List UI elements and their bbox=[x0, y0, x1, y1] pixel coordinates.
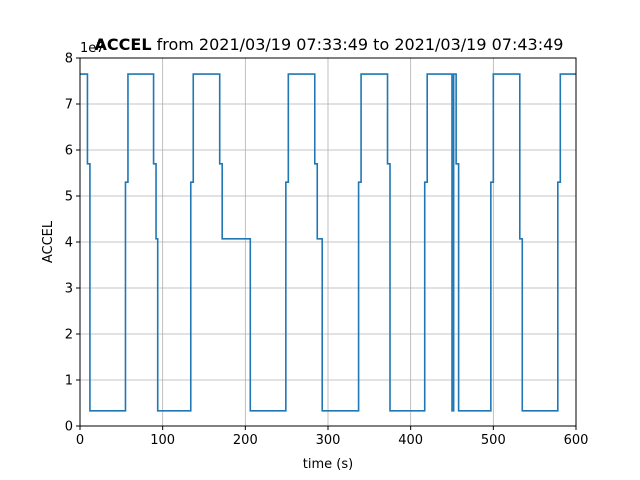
y-tick-label: 4 bbox=[65, 236, 73, 251]
y-ticks: 0 1 2 3 4 5 6 7 8 bbox=[65, 52, 80, 435]
series-line-accel bbox=[80, 73, 576, 412]
y-axis-label: ACCEL bbox=[41, 220, 56, 263]
grid-lines bbox=[79, 57, 577, 427]
y-tick-label: 2 bbox=[65, 328, 73, 343]
y-tick-label: 1 bbox=[65, 374, 73, 389]
x-tick-label: 200 bbox=[233, 433, 258, 448]
y-offset-text: 1e7 bbox=[80, 41, 105, 56]
x-tick-label: 300 bbox=[316, 433, 341, 448]
series-group bbox=[80, 73, 576, 412]
y-tick-label: 8 bbox=[65, 52, 73, 67]
x-axis-label: time (s) bbox=[303, 457, 353, 472]
x-tick-label: 500 bbox=[481, 433, 506, 448]
x-tick-label: 400 bbox=[398, 433, 423, 448]
chart-title: ACCEL from 2021/03/19 07:33:49 to 2021/0… bbox=[95, 35, 564, 54]
y-tick-label: 7 bbox=[65, 98, 73, 113]
y-tick-label: 5 bbox=[65, 190, 73, 205]
x-tick-label: 600 bbox=[564, 433, 589, 448]
chart-title-rest: from 2021/03/19 07:33:49 to 2021/03/19 0… bbox=[152, 35, 564, 54]
x-tick-label: 0 bbox=[76, 433, 84, 448]
y-tick-label: 6 bbox=[65, 144, 73, 159]
x-tick-label: 100 bbox=[150, 433, 175, 448]
y-tick-label: 0 bbox=[65, 420, 73, 435]
x-ticks: 0 100 200 300 400 500 600 bbox=[76, 426, 589, 448]
chart-title-bold: ACCEL bbox=[95, 35, 152, 54]
y-tick-label: 3 bbox=[65, 282, 73, 297]
